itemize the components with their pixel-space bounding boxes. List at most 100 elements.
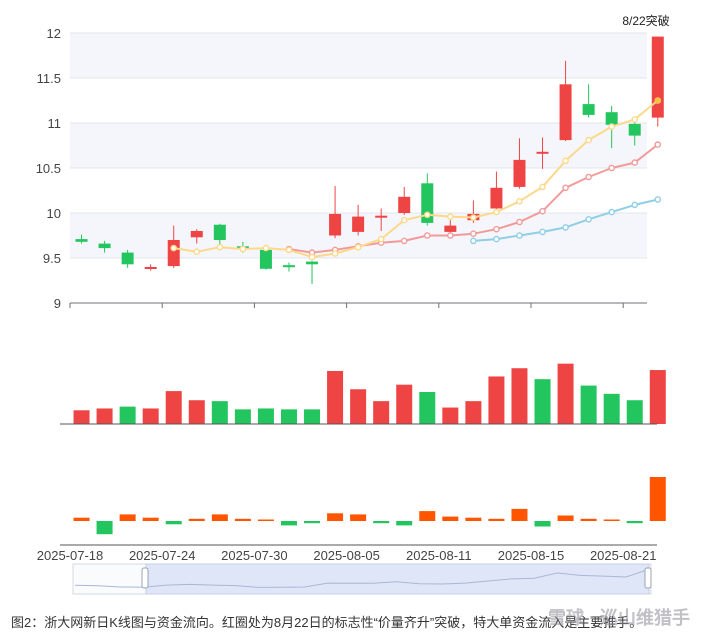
ma20-point [608,208,615,216]
ma20-point [470,237,477,245]
ma5-point [585,136,592,144]
flow-bar [396,521,413,526]
volume-bar [511,368,528,424]
flow-bar [534,521,551,527]
candle-body [559,84,572,141]
ma5-point [562,157,569,165]
volume-bar [327,370,344,424]
ma5-point [377,235,385,243]
candle-body [306,261,319,265]
flow-bar [119,514,136,521]
ma10-point [447,232,454,239]
volume-bar [257,408,274,424]
flow-bar [211,514,228,521]
ma10-point [516,218,523,226]
candle-body [582,104,595,115]
candle-body [513,159,526,187]
money-flow-panel [60,477,666,546]
y-tick-label: 9.5 [43,251,61,266]
ma5-point [331,250,339,257]
date-axis: 2025-07-18 2025-07-24 2025-07-30 2025-08-05… [37,548,657,563]
ma5-point [447,213,454,220]
candle-body [144,267,157,269]
flow-bar [419,511,436,521]
ma20-point [539,228,546,236]
ma5-point [493,208,500,216]
flow-bar [257,519,274,521]
candle-body [490,187,503,209]
flow-bar [96,521,113,535]
flow-bar [465,517,482,521]
flow-bar [626,521,643,524]
volume-bar [188,400,205,424]
volume-bar [396,384,413,424]
flow-bar [350,514,367,521]
y-tick-label: 11.5 [37,71,61,86]
ma5-line [173,99,659,259]
volume-bar [465,401,482,424]
flow-bar [327,513,344,521]
ma5-highlight-point [654,97,661,104]
ma10-point [631,159,639,166]
ma10-point [562,184,569,192]
candle-body [651,36,664,118]
ma5-point [423,211,431,219]
ma10-point [585,173,592,181]
datazoom-slider[interactable] [72,563,652,595]
candle-body [628,123,641,136]
volume-bar [119,406,136,424]
ma5-point [400,216,408,224]
volume-bar [280,409,297,424]
volume-bar [442,407,459,424]
volume-bar [557,363,574,424]
volume-bar [142,408,159,424]
ma10-point [400,237,408,245]
zoom-right-handle [644,567,652,589]
candle-body [190,231,203,238]
candle-body [421,183,434,223]
ma20-point [631,201,639,209]
volume-bar [350,389,367,424]
ma5-point [631,116,639,123]
candle-body [444,225,457,232]
candle-body [536,151,549,154]
candle-body [329,213,342,236]
x-tick-label: 2025-08-05 [313,548,380,563]
flow-bar [280,521,297,526]
x-tick-label: 2025-08-21 [590,548,657,563]
ma10-point [423,232,431,239]
volume-bar [603,393,620,424]
volume-bar [373,401,390,424]
flow-bar [557,515,574,521]
x-tick-label: 2025-08-11 [406,548,472,563]
ma5-point [285,246,293,254]
y-tick-label: 9 [54,296,61,311]
volume-bar [580,385,597,424]
ma5-point [308,253,316,261]
ma5-point [516,197,523,205]
candle-body [352,216,365,232]
volume-bar [488,376,505,424]
watermark: 雪球 · 巡山维猎手 [548,608,690,628]
volume-bar [304,409,321,424]
candlestick-panel: 9 9.5 10 10.5 11 11.5 12 8/22突破 [36,13,670,311]
zoom-window [145,563,650,595]
volume-bar [534,379,551,424]
candle-body [605,112,618,125]
candle-body [398,196,411,213]
ma5-point [170,244,178,252]
candle-body [121,252,134,265]
ma5-point [539,183,546,191]
flow-bar [488,518,505,521]
volume-bar [234,409,251,424]
ma5-point [470,214,477,221]
volume-bar [73,410,90,424]
ma5-point [239,245,247,253]
grid-band [70,33,647,78]
candle-body [259,249,272,269]
flow-bar [142,517,159,521]
ma20-point [493,235,500,243]
flow-bar [234,518,251,521]
figure-caption: 图2：浙大网新日K线图与资金流向。红圈处为8月22日的标志性“价量齐升”突破，特… [11,615,643,630]
